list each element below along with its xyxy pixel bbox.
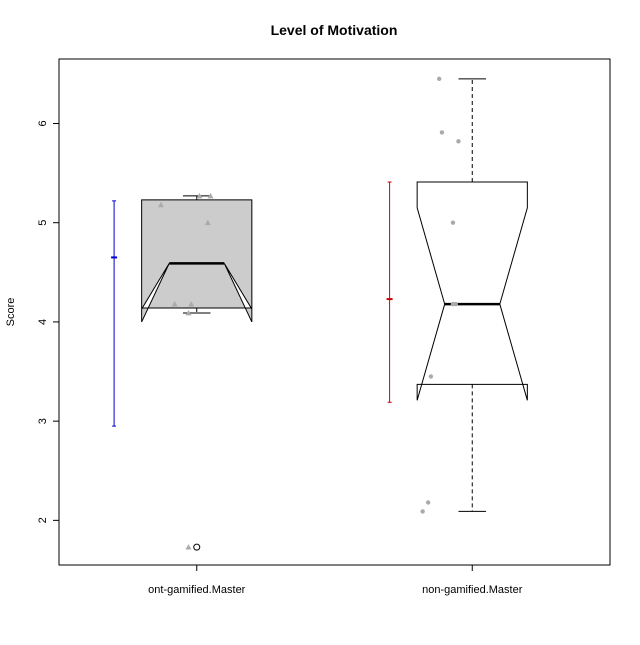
data-point (453, 301, 458, 307)
y-tick-label: 2 (37, 517, 49, 523)
y-tick-label: 5 (37, 220, 49, 226)
notched-box (416, 181, 528, 401)
data-point (185, 309, 192, 316)
chart-title: Level of Motivation (271, 22, 398, 38)
notched-box (141, 199, 253, 323)
data-point (436, 76, 442, 82)
x-axis: ont-gamified.Master non-gamified.Master (148, 565, 523, 596)
data-point (425, 500, 431, 505)
data-point (196, 192, 203, 199)
outlier-point (193, 543, 201, 551)
box-group (111, 192, 253, 551)
data-point (185, 544, 192, 550)
data-point (171, 301, 178, 307)
y-tick-label: 3 (37, 418, 49, 424)
data-point (204, 219, 211, 226)
data-point (420, 509, 425, 514)
x-tick-label: ont-gamified.Master (148, 584, 246, 596)
y-tick-label: 4 (37, 319, 49, 325)
data-point (450, 220, 456, 225)
y-axis-label: Score (5, 298, 17, 327)
y-tick-label: 6 (37, 120, 49, 126)
plot-frame (58, 58, 611, 566)
box-group (386, 76, 528, 514)
box-groups (111, 76, 528, 551)
data-point (428, 374, 434, 379)
data-point (456, 139, 461, 144)
data-point (439, 130, 445, 135)
data-point (207, 192, 214, 199)
data-point (157, 201, 164, 208)
y-axis: 2 3 4 5 6 (37, 120, 59, 523)
data-point (188, 301, 195, 307)
x-tick-label: non-gamified.Master (422, 584, 523, 596)
